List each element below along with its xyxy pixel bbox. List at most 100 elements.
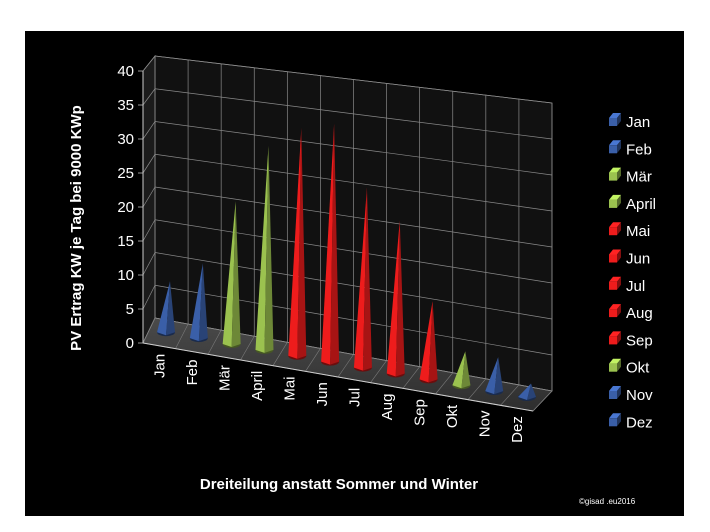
legend-swatch-side [617,140,621,154]
gridline-side [142,186,156,208]
x-tick-label: Feb [184,360,201,386]
chart-gridlines [138,55,553,412]
gridline-floor [337,354,354,378]
cone-face-lit [157,281,171,336]
legend-item-Jun: Jun [609,249,650,268]
legend-swatch-side [617,386,621,399]
legend-swatch-side [617,304,621,318]
y-tick-label: 20 [117,199,134,216]
cone-face-lit [321,123,335,365]
y-tick-label: 30 [117,131,134,148]
y-axis-ticks: 0 5 10 15 20 25 30 35 40 [117,63,134,352]
legend-label: April [626,196,656,213]
legend-swatch-side [617,194,621,208]
legend-item-Feb: Feb [609,140,652,158]
y-tick-label: 0 [126,335,134,352]
legend-swatch [609,418,617,427]
x-tick-label: Nov [476,410,493,437]
x-axis-label: Dreiteilung anstatt Sommer und Winter [200,476,478,493]
cone-face-lit [222,201,236,347]
cone-bar-Aug [386,220,405,378]
cone-face-shade [166,281,176,336]
gridline-side [142,55,156,72]
cone-bar-Jul [353,187,372,372]
x-tick-label: Jul [346,388,363,407]
legend-swatch-side [617,413,621,427]
gridline-side [142,219,156,242]
x-tick-label: Okt [444,404,461,428]
gridline-floor [142,317,156,344]
cone-face-lit [288,127,302,359]
y-tick-label: 35 [117,97,134,114]
y-axis-label: PV Ertrag KW je Tag bei 9000 KWp [68,105,85,351]
gridline-floor [305,348,321,372]
y-tick-label: 15 [117,233,134,250]
gridline-floor [207,330,222,355]
cone-bar-Sep [419,301,438,384]
legend-label: Jun [626,251,650,268]
legend-item-Okt: Okt [609,358,650,377]
cone-face-shade [362,187,372,371]
legend-swatch [609,254,617,263]
cone-face-shade [264,145,274,353]
legend-item-Nov: Nov [609,386,653,404]
legend-item-Dez: Dez [609,413,653,431]
legend-item-April: April [609,194,656,213]
x-tick-label: Mai [281,377,298,401]
legend-label: Jul [626,278,645,295]
gridline-side [142,252,156,276]
cone-bar-Dez [518,383,537,402]
cone-bar-Mai [288,127,307,360]
legend-item-Aug: Aug [609,304,653,322]
cone-face-shade [395,220,405,377]
legend-swatch-side [617,113,621,126]
y-tick-label: 40 [117,63,134,80]
gridline-side [142,121,156,140]
gridline-side [142,88,156,106]
gridline-floor [402,366,420,389]
x-tick-label: April [249,371,266,401]
chart-legend: Jan Feb Mär April Mai Jun Jul Aug Sep Okt Nov Dez [609,113,656,431]
x-tick-label: Jun [314,382,331,406]
cone-bar-April [255,145,274,354]
chart-svg: 0 5 10 15 20 25 30 35 40 Jan Feb Mär April Mai Jun Jul… [68,54,656,506]
x-tick-label: Sep [411,399,428,426]
chart-panel: 0 5 10 15 20 25 30 35 40 Jan Feb Mär April Mai Jun Jul… [25,31,684,516]
legend-label: Jan [626,114,650,131]
legend-swatch [609,145,617,154]
cone-face-shade [494,357,504,395]
y-tick-label: 10 [117,267,134,284]
legend-swatch [609,336,617,345]
copyright-note: ©gisad .eu2016 [579,497,636,506]
cone-face-shade [231,201,241,347]
cone-face-shade [198,263,208,342]
legend-label: Aug [626,305,653,322]
legend-swatch-side [617,222,621,236]
legend-item-Mär: Mär [609,167,652,186]
legend-swatch-side [617,331,621,345]
gridline-floor [272,342,288,366]
legend-swatch-side [617,358,621,372]
legend-swatch-side [617,249,621,263]
gridline-floor [370,360,387,383]
cone-face-lit [419,301,433,383]
legend-swatch-side [617,276,621,290]
cone-face-shade [527,383,537,401]
legend-swatch [609,172,617,181]
legend-swatch [609,309,617,318]
cone-bar-Nov [485,357,504,396]
legend-item-Mai: Mai [609,222,650,240]
legend-swatch [609,391,617,399]
gridline-floor [435,372,453,395]
legend-label: Mär [626,169,652,186]
cone-face-lit [353,187,367,371]
cone-face-shade [297,127,307,359]
gridline-floor [500,384,520,406]
y-tick-label: 5 [126,301,134,318]
x-tick-label: Aug [379,394,396,421]
legend-swatch-side [617,167,621,181]
gridline-floor [467,378,487,400]
gridline-floor [240,336,255,361]
cone-face-lit [518,383,532,401]
cone-bar-Jan [157,281,176,337]
